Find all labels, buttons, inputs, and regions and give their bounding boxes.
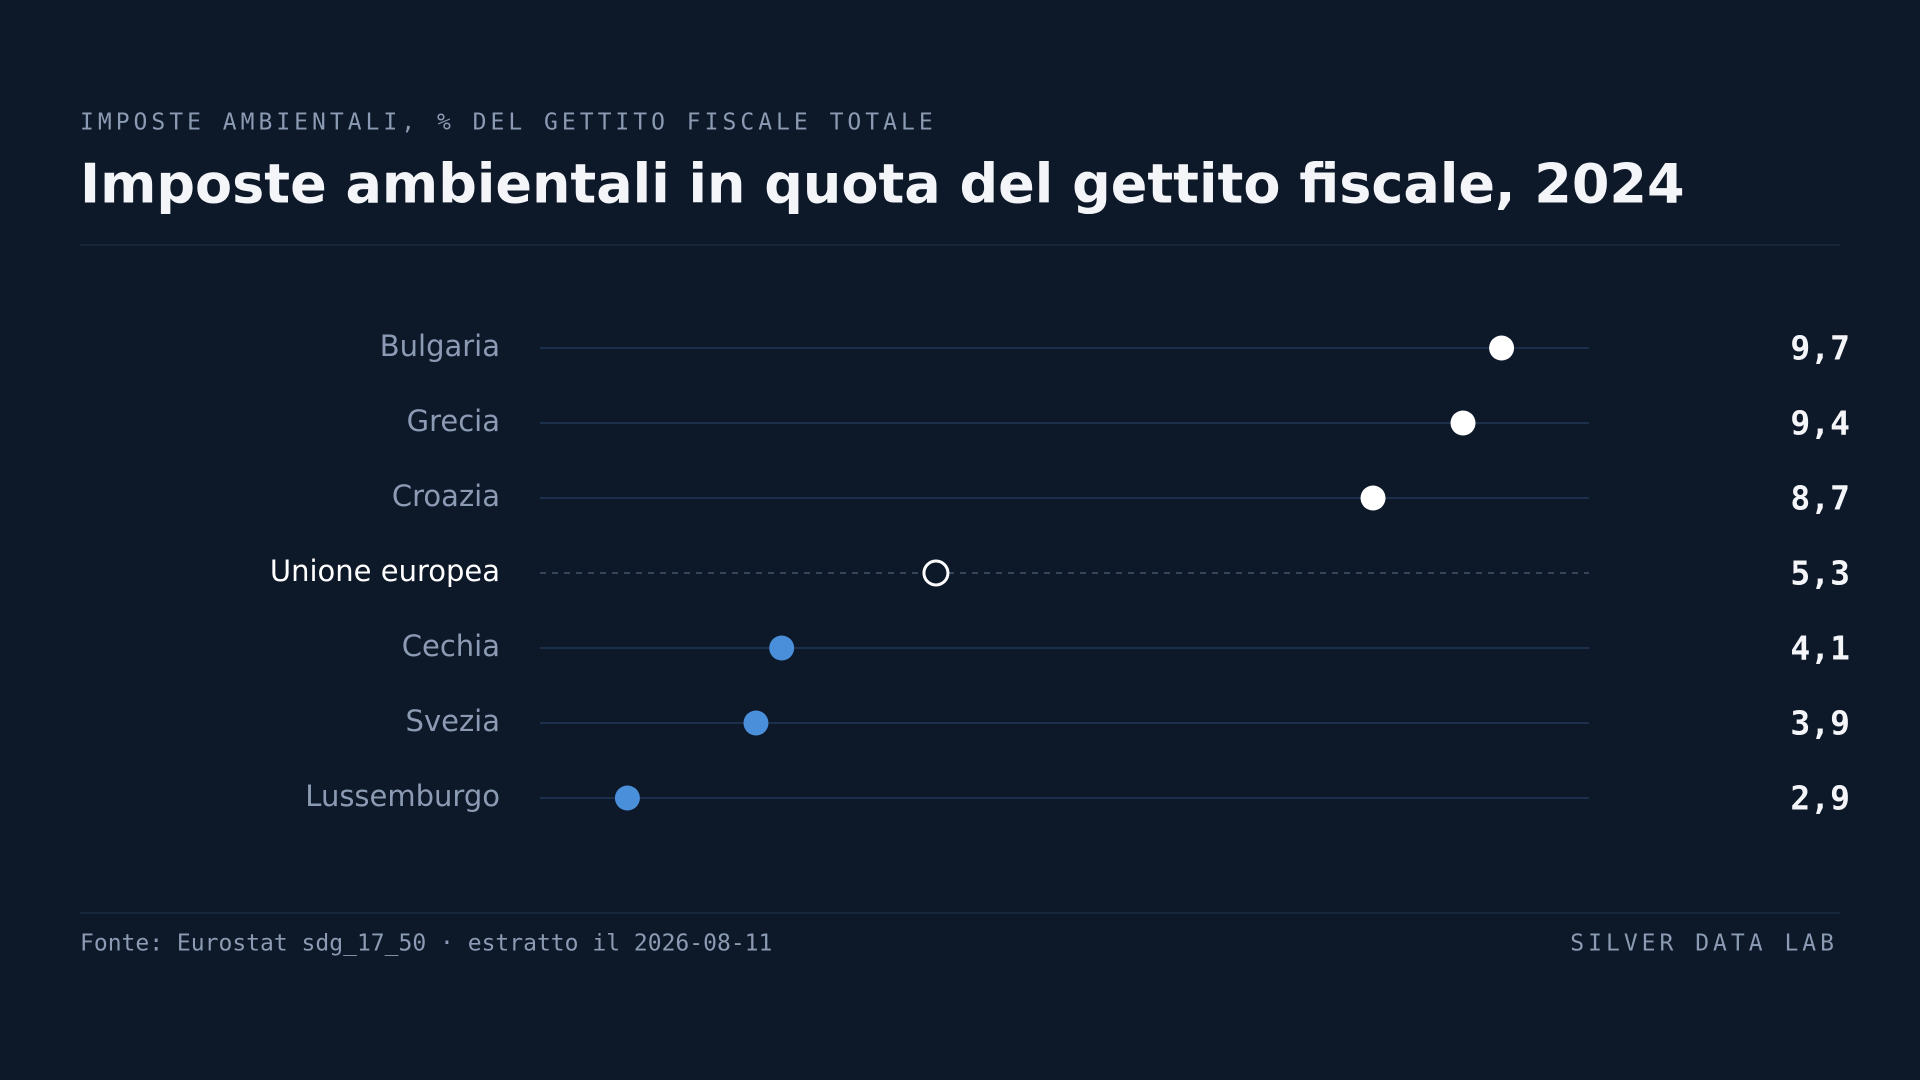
category-label: Cechia: [402, 629, 500, 663]
value-label: 5,3: [1790, 554, 1850, 593]
category-label: Svezia: [406, 704, 500, 738]
category-label: Bulgaria: [380, 329, 500, 363]
value-label: 9,4: [1790, 404, 1850, 443]
chart-title: Imposte ambientali in quota del gettito …: [80, 153, 1685, 216]
value-label: 9,7: [1790, 329, 1850, 368]
value-label: 8,7: [1790, 479, 1850, 518]
source-note: Fonte: Eurostat sdg_17_50 · estratto il …: [80, 931, 772, 957]
value-label: 3,9: [1790, 704, 1850, 743]
dot: [922, 559, 950, 587]
chart-subtitle: IMPOSTE AMBIENTALI, % DEL GETTITO FISCAL…: [80, 110, 937, 136]
category-label: Croazia: [392, 479, 500, 513]
category-label: Unione europea: [270, 554, 500, 588]
credit: SILVER DATA LAB: [1570, 931, 1838, 957]
dot: [1360, 485, 1386, 511]
value-label: 2,9: [1790, 779, 1850, 818]
dot: [1450, 410, 1476, 436]
category-label: Grecia: [407, 404, 500, 438]
dot: [743, 710, 769, 736]
value-label: 4,1: [1790, 629, 1850, 668]
dot: [769, 635, 795, 661]
dot: [614, 785, 640, 811]
category-label: Lussemburgo: [305, 779, 500, 813]
dot: [1489, 335, 1515, 361]
